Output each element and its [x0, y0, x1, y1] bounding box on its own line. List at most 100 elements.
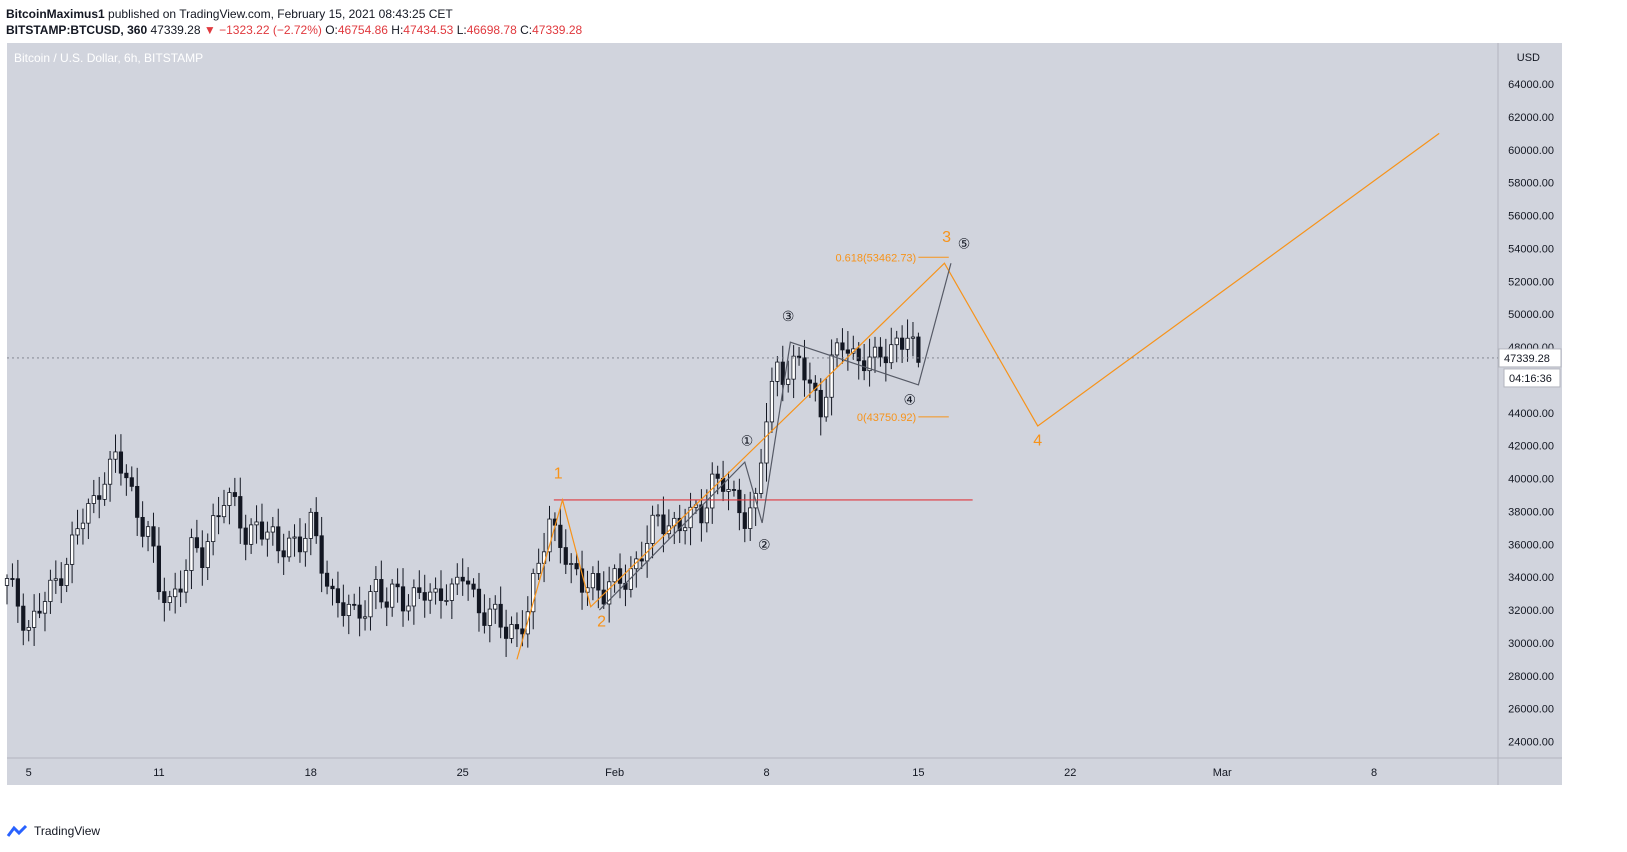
candle-body	[878, 346, 883, 358]
candle-body	[265, 531, 270, 540]
candle-body	[297, 536, 303, 553]
candle-body	[900, 337, 905, 350]
open-value: 46754.86	[337, 23, 388, 37]
candle-body	[710, 473, 715, 509]
publisher-name[interactable]: BitcoinMaximus1	[6, 7, 105, 21]
price-tag-box[interactable]	[1498, 348, 1562, 368]
wave-label-dark: ②	[758, 536, 771, 552]
wave-label-dark: ③	[782, 308, 795, 324]
candle-body	[232, 492, 237, 497]
wave-label-orange: 1	[554, 466, 563, 483]
wave-label-orange: 3	[942, 229, 951, 246]
candle-body	[162, 591, 167, 604]
orange-wave-path[interactable]	[516, 132, 1440, 660]
candle-body	[639, 558, 644, 562]
candle-body	[455, 576, 460, 585]
candle-body	[15, 578, 20, 607]
down-arrow-icon: ▼	[203, 23, 216, 37]
candle-body	[726, 489, 731, 492]
candle-body	[498, 603, 503, 628]
candle-body	[189, 537, 194, 571]
candle-body	[617, 568, 623, 584]
candle-body	[677, 517, 682, 532]
candle-body	[64, 563, 69, 586]
candle-body	[894, 337, 899, 346]
candle-body	[259, 521, 265, 540]
y-tick-label: 38000.00	[1508, 506, 1554, 518]
candle-body	[384, 601, 389, 608]
x-tick-label: 8	[1371, 767, 1377, 779]
candle-body	[737, 489, 742, 514]
candle-body	[205, 541, 210, 569]
wave-label-dark: ⑤	[958, 235, 971, 251]
plot-background	[7, 43, 1498, 758]
candle-body	[482, 612, 487, 626]
candle-body	[834, 342, 840, 356]
footer-brand[interactable]: TradingView	[6, 824, 100, 838]
high-value: 47434.53	[403, 23, 454, 37]
candle-body	[655, 514, 661, 517]
candle-body	[786, 378, 791, 385]
candle-body	[840, 342, 845, 351]
candle-body	[151, 526, 156, 547]
ohlc-info: BITSTAMP:BTCUSD, 360 47339.28 ▼ −1323.22…	[6, 23, 582, 37]
candle-body	[487, 608, 492, 626]
candle-body	[422, 592, 427, 601]
candle-body	[889, 344, 894, 364]
candle-body	[390, 583, 395, 608]
x-tick-label: 8	[763, 767, 769, 779]
candle-body	[48, 579, 53, 602]
candle-body	[862, 360, 867, 372]
candle-body	[303, 537, 308, 553]
candle-body	[531, 573, 536, 613]
candle-body	[86, 503, 91, 524]
publish-info: BitcoinMaximus1 published on TradingView…	[6, 7, 453, 21]
candle-body	[661, 514, 666, 535]
candle-body	[135, 485, 140, 518]
candle-body	[91, 495, 96, 504]
candle-body	[140, 516, 145, 537]
x-tick-label: Mar	[1213, 767, 1232, 779]
candle-body	[21, 605, 26, 631]
candle-body	[574, 563, 579, 570]
candle-body	[449, 583, 454, 601]
candle-body	[867, 356, 872, 372]
candle-body	[308, 511, 313, 539]
symbol-label: BITSTAMP:BTCUSD, 360	[6, 23, 148, 37]
candle-body	[124, 472, 129, 479]
candle-body	[4, 578, 10, 586]
candle-body	[596, 573, 601, 591]
dark-wave-path[interactable]	[598, 263, 952, 611]
candle-body	[97, 495, 102, 500]
candle-body	[417, 587, 422, 593]
candle-body	[314, 511, 319, 537]
candle-body	[607, 581, 612, 605]
candle-body	[444, 600, 449, 602]
candle-body	[53, 578, 58, 581]
fib-level-label: 0.618(53462.73)	[835, 252, 916, 264]
candle-body	[281, 550, 286, 558]
candle-body	[558, 524, 563, 548]
candle-body	[514, 624, 520, 630]
y-tick-label: 64000.00	[1508, 79, 1554, 91]
candle-body	[335, 588, 341, 604]
candle-body	[856, 348, 861, 362]
candle-body	[438, 588, 444, 601]
y-tick-label: 52000.00	[1508, 276, 1554, 288]
candle-body	[758, 462, 764, 494]
candle-body	[145, 526, 151, 537]
y-tick-label: 30000.00	[1508, 638, 1554, 650]
candle-body	[769, 380, 775, 423]
candle-body	[238, 496, 243, 529]
candle-body	[357, 604, 362, 619]
y-tick-label: 56000.00	[1508, 211, 1554, 223]
candle-body	[368, 591, 373, 618]
tradingview-logo-icon	[6, 824, 28, 837]
candle-body	[807, 379, 813, 384]
candle-body	[70, 534, 75, 565]
candle-body	[411, 587, 416, 607]
candle-body	[254, 521, 259, 526]
price-axis-background	[1498, 43, 1562, 758]
candle-body	[249, 524, 254, 545]
